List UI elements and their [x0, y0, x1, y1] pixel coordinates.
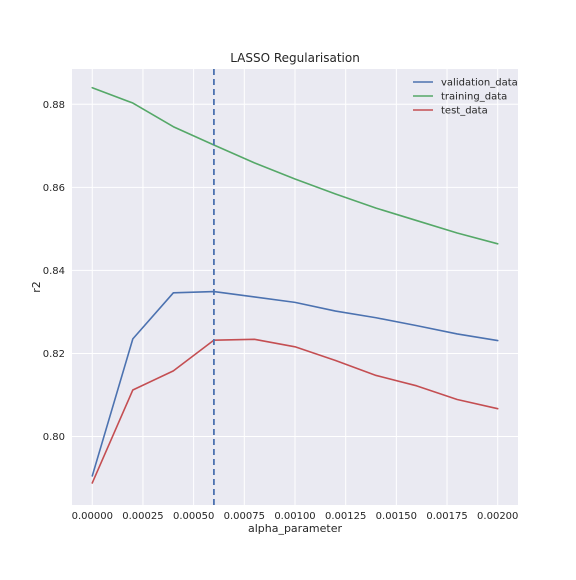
x-axis-title: alpha_parameter: [248, 522, 343, 535]
legend-label-test-data: test_data: [441, 106, 488, 117]
y-tick-labels: 0.80 0.82 0.84 0.86 0.88: [43, 100, 65, 443]
x-tick-label: 0.00125: [325, 511, 366, 522]
legend: validation_data training_data test_data: [413, 78, 518, 117]
series-line-test-data: [91, 338, 499, 484]
x-tick-label: 0.00150: [376, 511, 417, 522]
y-tick-label: 0.84: [43, 266, 65, 277]
series-line-training-data: [91, 86, 499, 245]
x-tick-label: 0.00075: [224, 511, 265, 522]
x-tick-label: 0.00000: [72, 511, 113, 522]
legend-label-validation-data: validation_data: [441, 78, 518, 89]
y-tick-label: 0.80: [43, 432, 65, 443]
x-tick-label: 0.00100: [274, 511, 315, 522]
legend-label-training-data: training_data: [441, 92, 507, 103]
chart-title: LASSO Regularisation: [230, 51, 360, 65]
x-tick-label: 0.00025: [122, 511, 163, 522]
y-tick-label: 0.82: [43, 349, 65, 360]
series-lines: [91, 86, 499, 484]
series-line-validation-data: [91, 290, 499, 477]
x-tick-labels: 0.00000 0.00025 0.00050 0.00075 0.00100 0.001…: [72, 511, 519, 522]
x-tick-label: 0.00050: [173, 511, 214, 522]
y-axis-title: r2: [30, 281, 43, 293]
y-tick-label: 0.88: [43, 100, 65, 111]
x-tick-label: 0.00175: [426, 511, 467, 522]
y-tick-label: 0.86: [43, 183, 65, 194]
x-tick-label: 0.00200: [477, 511, 518, 522]
grid-lines: [72, 69, 518, 505]
